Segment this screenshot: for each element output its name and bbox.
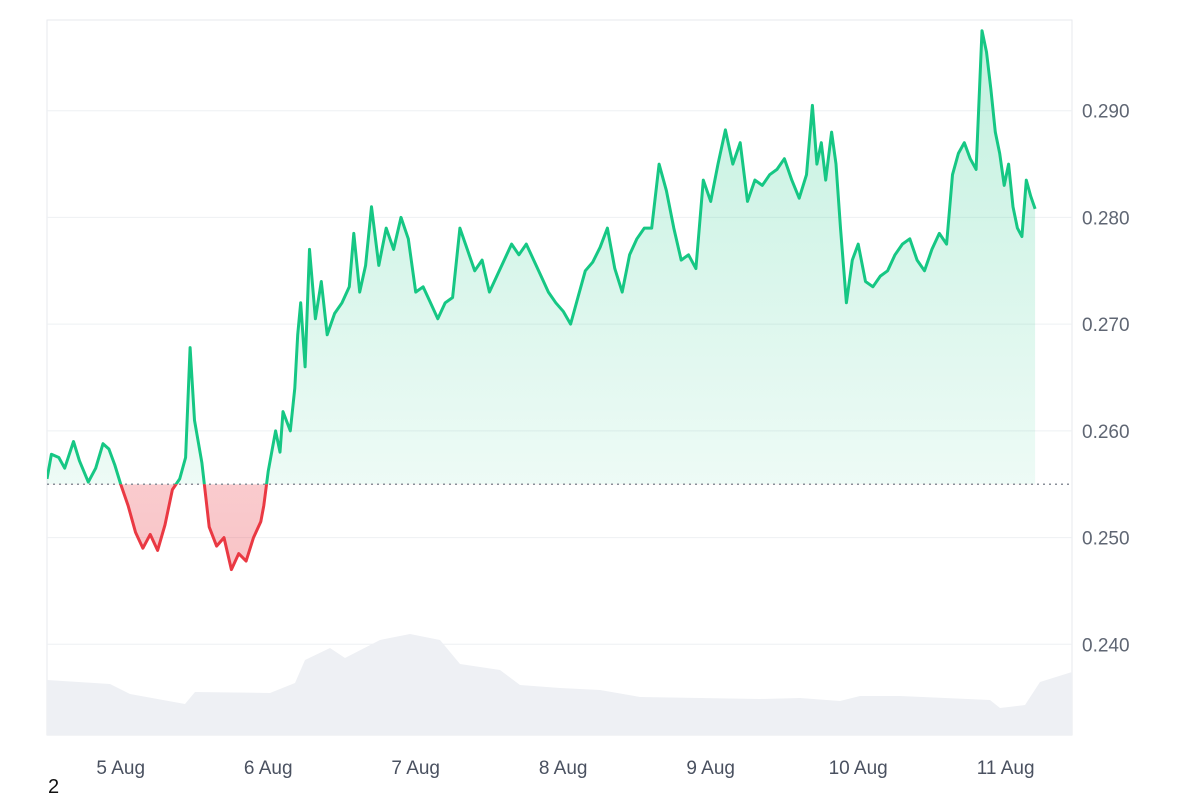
price-line-below-baseline	[119, 484, 269, 572]
x-tick-label: 7 Aug	[391, 758, 440, 779]
x-tick-label: 6 Aug	[244, 758, 293, 779]
x-tick-label: 10 Aug	[829, 758, 888, 779]
footnote-label: 2	[48, 776, 60, 798]
x-tick-label: 5 Aug	[96, 758, 145, 779]
y-tick-label: 0.270	[1082, 315, 1130, 336]
y-tick-label: 0.290	[1082, 102, 1130, 123]
x-tick-label: 11 Aug	[977, 758, 1035, 779]
price-line-above-baseline	[47, 29, 1037, 485]
y-tick-label: 0.240	[1082, 635, 1130, 656]
volume-area	[47, 634, 1072, 735]
y-axis: 0.240 0.250 0.260 0.270 0.280 0.290	[1082, 102, 1130, 657]
y-tick-label: 0.280	[1082, 208, 1130, 229]
y-tick-label: 0.260	[1082, 422, 1130, 443]
x-tick-label: 9 Aug	[686, 758, 735, 779]
x-axis: 5 Aug 6 Aug 7 Aug 8 Aug 9 Aug 10 Aug 11 Aug	[96, 758, 1034, 779]
area-above-baseline	[47, 30, 1036, 485]
y-tick-label: 0.250	[1082, 529, 1130, 550]
x-tick-label: 8 Aug	[539, 758, 588, 779]
